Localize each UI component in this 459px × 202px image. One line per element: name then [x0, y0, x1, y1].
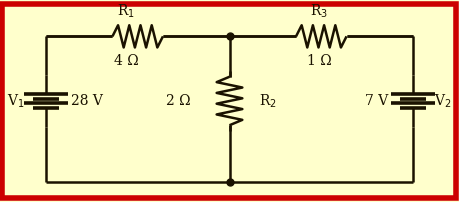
Text: R$_3$: R$_3$	[310, 2, 328, 20]
Text: 7 V: 7 V	[364, 94, 388, 108]
Text: R$_1$: R$_1$	[118, 2, 135, 20]
Text: 4 Ω: 4 Ω	[114, 54, 139, 68]
Text: 1 Ω: 1 Ω	[307, 54, 331, 68]
Text: 2 Ω: 2 Ω	[166, 94, 190, 108]
Text: V$_1$: V$_1$	[7, 92, 25, 110]
Text: 28 V: 28 V	[71, 94, 103, 108]
Text: V$_2$: V$_2$	[434, 92, 452, 110]
Text: R$_2$: R$_2$	[259, 92, 277, 110]
